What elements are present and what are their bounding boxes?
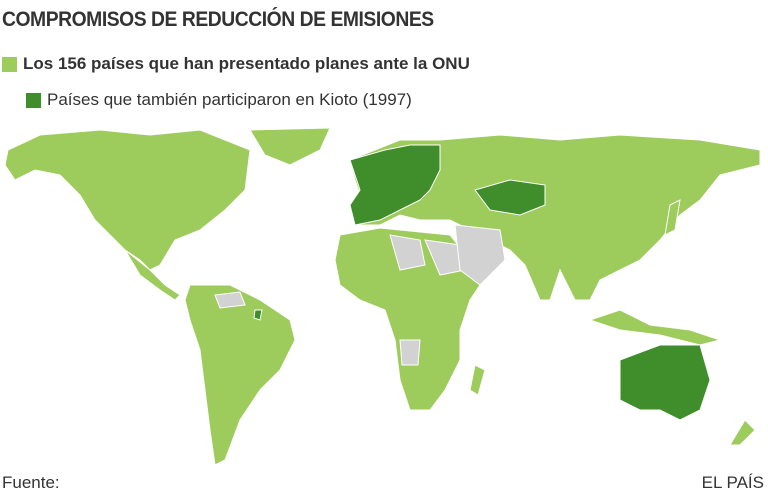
legend-item: Países que también participaron en Kioto… (26, 90, 412, 110)
legend-swatch (26, 92, 41, 108)
world-map (4, 127, 761, 466)
legend-swatch (2, 56, 17, 72)
land-no-plan (214, 224, 506, 366)
legend-label: Los 156 países que han presentado planes… (23, 54, 470, 73)
legend-label: Países que también participaron en Kioto… (47, 90, 412, 109)
title: COMPROMISOS DE REDUCCIÓN DE EMISIONES (2, 8, 434, 31)
legend-item: Los 156 países que han presentado planes… (2, 54, 470, 74)
source: Fuente: (2, 473, 60, 492)
land-onu (4, 127, 761, 466)
land-kioto (253, 144, 711, 421)
credit: EL PAÍS (701, 473, 764, 492)
